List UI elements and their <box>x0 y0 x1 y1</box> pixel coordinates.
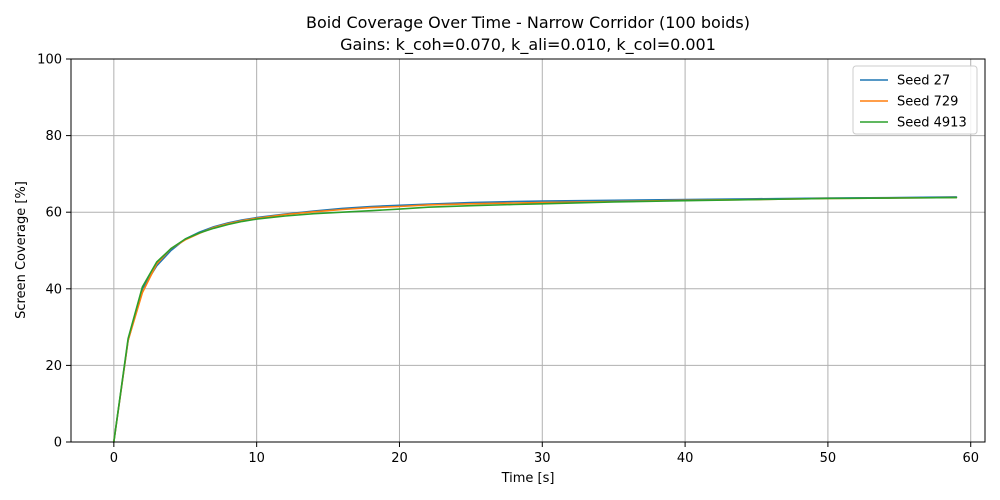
legend: Seed 27 Seed 729 Seed 4913 <box>852 65 978 135</box>
series-line-seed-27 <box>113 196 958 443</box>
series-layer <box>113 196 958 443</box>
x-tick-label: 30 <box>534 451 551 466</box>
x-tick-label: 0 <box>110 451 118 466</box>
y-tick-label: 60 <box>45 206 62 221</box>
y-axis-ticks: 0 20 40 60 80 100 <box>37 53 71 451</box>
legend-entry: Seed 27 <box>897 74 950 89</box>
legend-entry: Seed 729 <box>897 95 958 110</box>
y-tick-label: 100 <box>37 53 62 68</box>
y-tick-label: 20 <box>45 359 62 374</box>
x-tick-label: 50 <box>820 451 837 466</box>
x-axis-ticks: 0 10 20 30 40 50 60 <box>110 442 979 466</box>
x-tick-label: 40 <box>677 451 694 466</box>
series-line-seed-4913 <box>113 196 958 443</box>
y-tick-label: 80 <box>45 129 62 144</box>
plot-frame <box>70 58 986 443</box>
y-tick-label: 0 <box>54 436 62 451</box>
x-tick-label: 10 <box>248 451 265 466</box>
chart-subtitle: Gains: k_coh=0.070, k_ali=0.010, k_col=0… <box>340 35 716 55</box>
legend-entry: Seed 4913 <box>897 116 967 131</box>
y-tick-label: 40 <box>45 282 62 297</box>
x-tick-label: 20 <box>391 451 408 466</box>
grid <box>71 58 985 443</box>
x-tick-label: 60 <box>962 451 979 466</box>
x-axis-label: Time [s] <box>501 471 555 486</box>
series-line-seed-729 <box>113 196 958 443</box>
legend-box <box>852 65 978 135</box>
chart-title: Boid Coverage Over Time - Narrow Corrido… <box>306 13 750 32</box>
y-axis-label: Screen Coverage [%] <box>14 181 29 319</box>
